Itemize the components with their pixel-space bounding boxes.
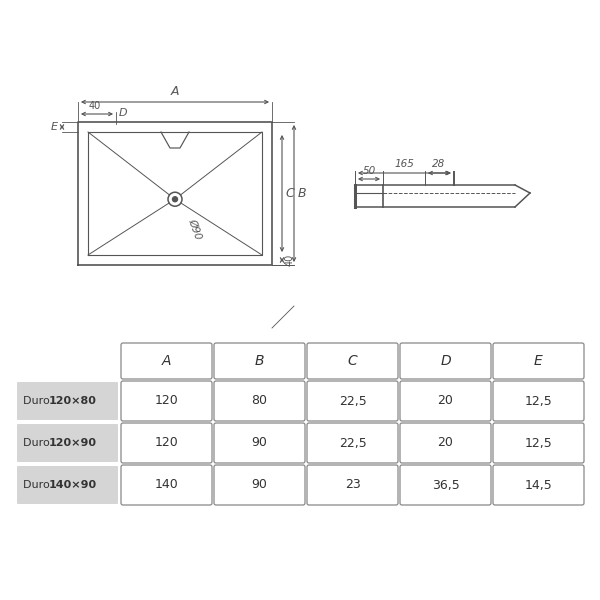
FancyBboxPatch shape — [493, 423, 584, 463]
Text: 20: 20 — [437, 437, 454, 449]
Text: 80: 80 — [251, 395, 268, 407]
Text: 22,5: 22,5 — [338, 437, 367, 449]
Text: 22,5: 22,5 — [338, 395, 367, 407]
Text: D: D — [119, 108, 128, 118]
FancyBboxPatch shape — [307, 343, 398, 379]
FancyBboxPatch shape — [17, 466, 118, 504]
FancyBboxPatch shape — [214, 381, 305, 421]
Text: B: B — [298, 187, 307, 200]
Text: 90: 90 — [251, 437, 268, 449]
FancyBboxPatch shape — [121, 465, 212, 505]
FancyBboxPatch shape — [307, 381, 398, 421]
Text: 28: 28 — [433, 159, 446, 169]
Text: 120: 120 — [155, 395, 178, 407]
FancyBboxPatch shape — [214, 423, 305, 463]
Text: A: A — [162, 354, 171, 368]
FancyBboxPatch shape — [17, 382, 118, 420]
Text: 120×90: 120×90 — [49, 438, 97, 448]
Text: Duro: Duro — [23, 480, 53, 490]
Text: 20: 20 — [437, 395, 454, 407]
FancyBboxPatch shape — [400, 343, 491, 379]
Text: Ø90: Ø90 — [187, 217, 204, 241]
Text: A: A — [171, 85, 179, 98]
Text: Duro: Duro — [23, 438, 53, 448]
Text: 140×90: 140×90 — [49, 480, 97, 490]
Text: 12,5: 12,5 — [524, 437, 553, 449]
Text: 40: 40 — [285, 254, 295, 266]
Circle shape — [173, 197, 178, 202]
FancyBboxPatch shape — [400, 465, 491, 505]
Text: 90: 90 — [251, 479, 268, 491]
Text: 120: 120 — [155, 437, 178, 449]
FancyBboxPatch shape — [307, 465, 398, 505]
FancyBboxPatch shape — [307, 423, 398, 463]
Text: 165: 165 — [395, 159, 415, 169]
FancyBboxPatch shape — [214, 465, 305, 505]
Text: B: B — [255, 354, 264, 368]
FancyBboxPatch shape — [121, 423, 212, 463]
Text: 40: 40 — [89, 101, 101, 111]
FancyBboxPatch shape — [493, 465, 584, 505]
FancyBboxPatch shape — [121, 343, 212, 379]
Text: E: E — [534, 354, 543, 368]
FancyBboxPatch shape — [493, 381, 584, 421]
Text: 14,5: 14,5 — [524, 479, 553, 491]
FancyBboxPatch shape — [214, 343, 305, 379]
FancyBboxPatch shape — [400, 381, 491, 421]
FancyBboxPatch shape — [400, 423, 491, 463]
Text: C: C — [347, 354, 358, 368]
Text: 120×80: 120×80 — [49, 396, 97, 406]
FancyBboxPatch shape — [121, 381, 212, 421]
FancyBboxPatch shape — [493, 343, 584, 379]
Text: D: D — [440, 354, 451, 368]
Text: 23: 23 — [344, 479, 361, 491]
Text: C: C — [285, 187, 294, 200]
Text: Duro: Duro — [23, 396, 53, 406]
Text: 12,5: 12,5 — [524, 395, 553, 407]
Text: 140: 140 — [155, 479, 178, 491]
Text: 36,5: 36,5 — [431, 479, 460, 491]
Text: 50: 50 — [362, 166, 376, 176]
FancyBboxPatch shape — [17, 424, 118, 462]
Text: E: E — [51, 122, 58, 132]
